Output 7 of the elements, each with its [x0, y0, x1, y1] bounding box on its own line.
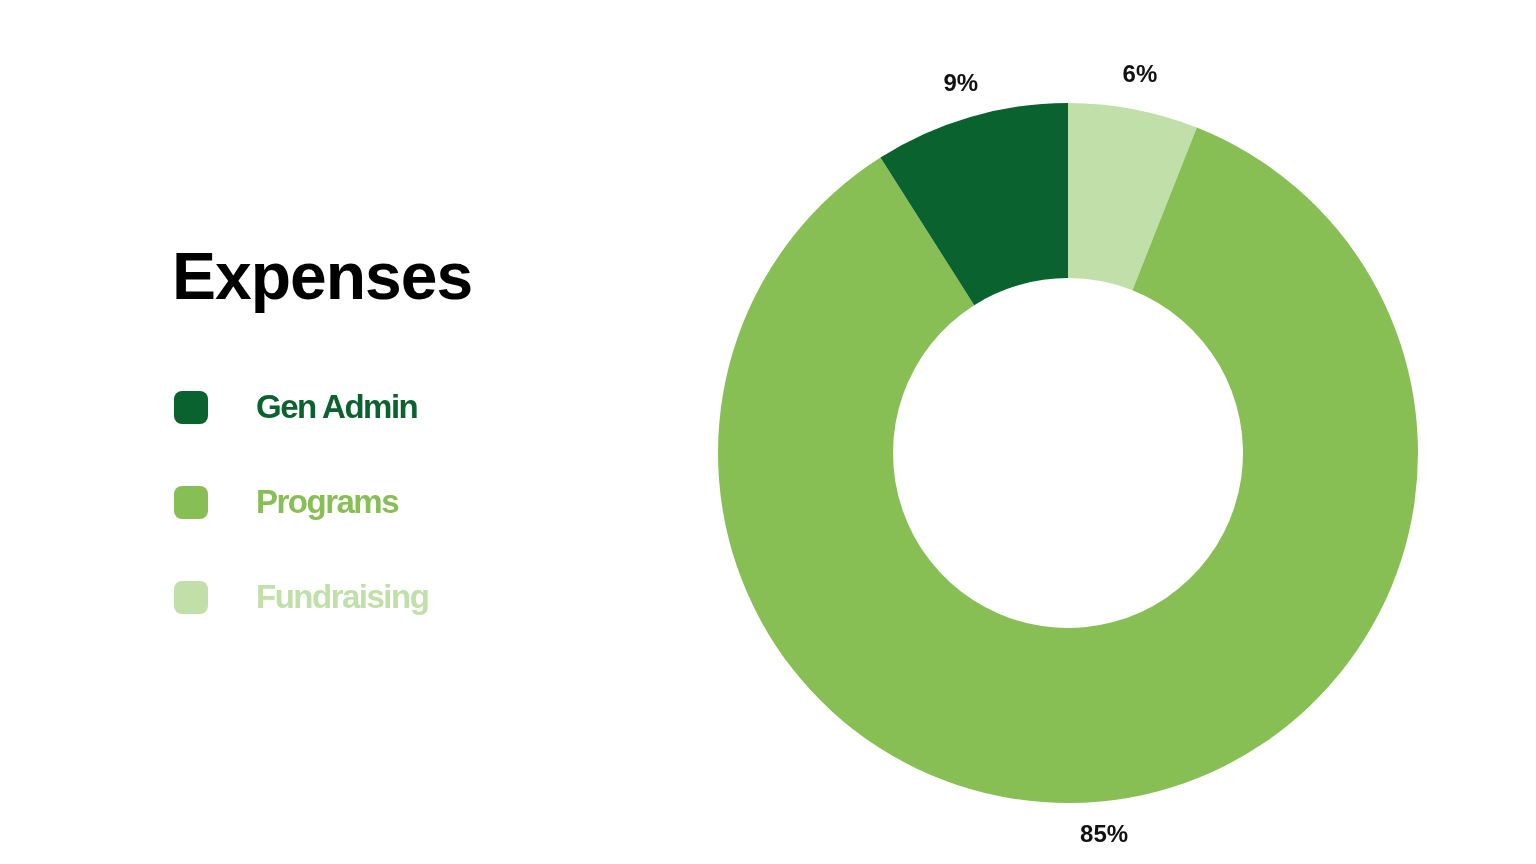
data-label: 85%: [1080, 819, 1129, 847]
legend-label: Fundraising: [256, 578, 429, 616]
data-label: 6%: [1122, 60, 1158, 88]
legend-label: Gen Admin: [256, 388, 418, 426]
data-label: 9%: [943, 68, 979, 96]
text: Expenses: [172, 238, 473, 314]
legend-label: Programs: [256, 483, 399, 521]
